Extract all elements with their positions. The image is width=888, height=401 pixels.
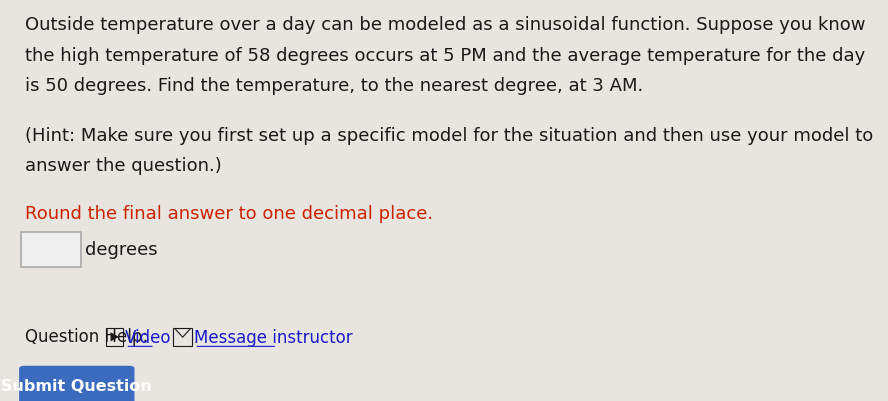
FancyBboxPatch shape — [21, 233, 81, 267]
Text: (Hint: Make sure you first set up a specific model for the situation and then us: (Hint: Make sure you first set up a spec… — [25, 126, 873, 144]
Text: Video: Video — [125, 328, 172, 346]
FancyBboxPatch shape — [107, 328, 123, 346]
Text: is 50 degrees. Find the temperature, to the nearest degree, at 3 AM.: is 50 degrees. Find the temperature, to … — [25, 77, 643, 95]
Text: the high temperature of 58 degrees occurs at 5 PM and the average temperature fo: the high temperature of 58 degrees occur… — [25, 47, 865, 65]
Text: Submit Question: Submit Question — [2, 378, 152, 393]
FancyBboxPatch shape — [20, 366, 134, 401]
Text: Question Help:: Question Help: — [25, 328, 148, 346]
Text: Round the final answer to one decimal place.: Round the final answer to one decimal pl… — [25, 205, 432, 223]
Text: Message instructor: Message instructor — [194, 328, 353, 346]
FancyBboxPatch shape — [173, 328, 192, 346]
Text: answer the question.): answer the question.) — [25, 156, 221, 174]
Text: degrees: degrees — [84, 241, 157, 259]
Polygon shape — [111, 332, 119, 342]
Text: Outside temperature over a day can be modeled as a sinusoidal function. Suppose : Outside temperature over a day can be mo… — [25, 16, 865, 34]
